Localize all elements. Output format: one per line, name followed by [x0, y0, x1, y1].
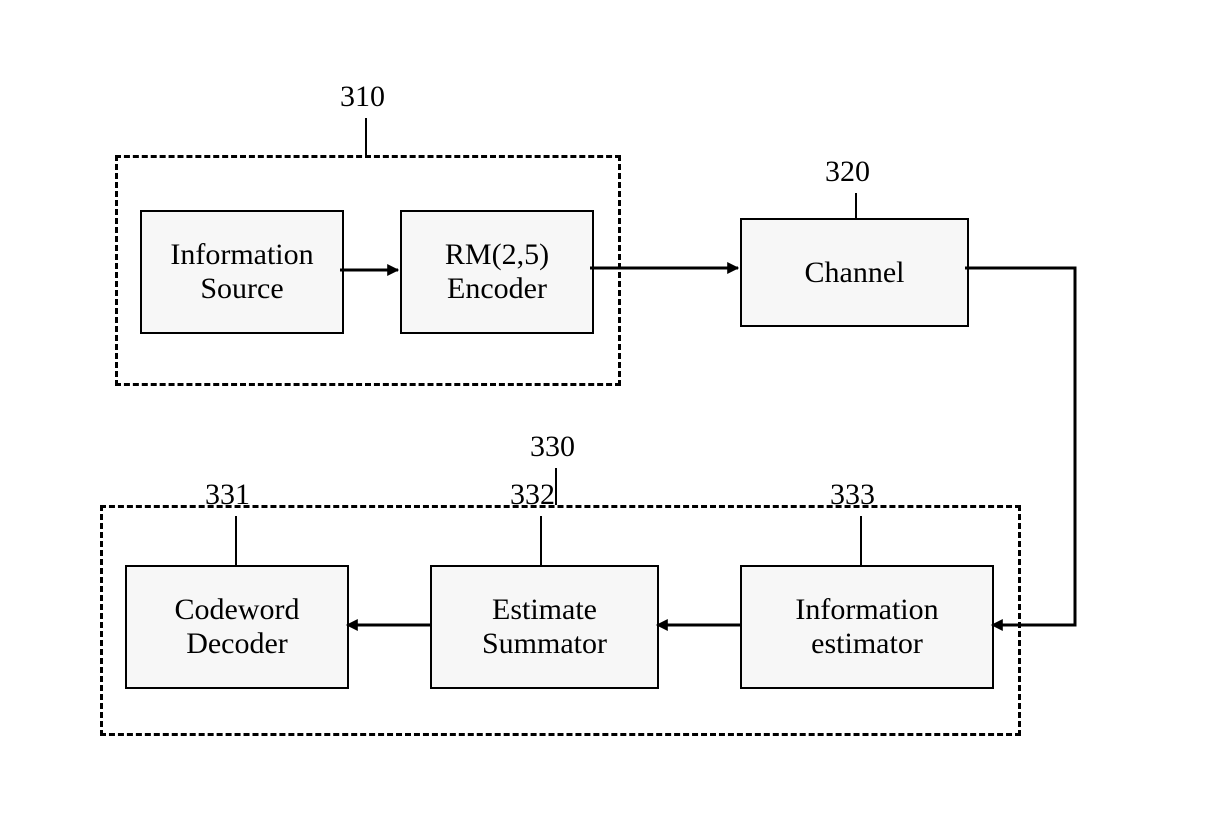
node-info_source: Information Source: [140, 210, 344, 334]
node-estimator-tick: [860, 516, 862, 565]
diagram-canvas: 310 330 Information Source RM(2,5) Encoder C…: [0, 0, 1213, 834]
group-330-tick: [555, 468, 557, 505]
node-channel-tick: [855, 193, 857, 218]
node-summator-tick: [540, 516, 542, 565]
node-codeword-tick: [235, 516, 237, 565]
node-codeword-ref: 331: [205, 478, 250, 512]
group-310-tick: [365, 118, 367, 155]
node-estimator-ref: 333: [830, 478, 875, 512]
group-310-label: 310: [340, 80, 385, 114]
group-330-label: 330: [530, 430, 575, 464]
node-encoder: RM(2,5) Encoder: [400, 210, 594, 334]
node-estimator: Information estimator: [740, 565, 994, 689]
node-channel-ref: 320: [825, 155, 870, 189]
node-channel: Channel: [740, 218, 969, 327]
node-summator-ref: 332: [510, 478, 555, 512]
node-summator: Estimate Summator: [430, 565, 659, 689]
node-codeword: Codeword Decoder: [125, 565, 349, 689]
